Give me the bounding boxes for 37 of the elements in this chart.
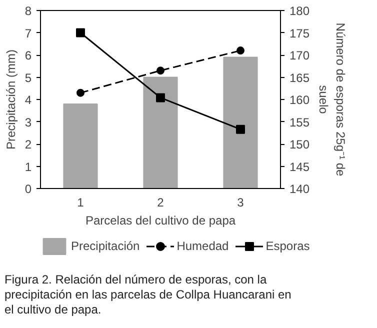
y-tick-label: 8 [24, 4, 32, 18]
y-tick-label: 2 [24, 138, 32, 152]
bar [223, 56, 258, 188]
bar [143, 76, 178, 188]
y-tick-label: 0 [24, 182, 32, 196]
y2-tick-label: 140 [290, 182, 310, 196]
legend-label: Humedad [176, 239, 229, 253]
bar [63, 103, 98, 188]
x-tick-label: 2 [157, 196, 164, 210]
point [156, 66, 164, 75]
x-axis-title: Parcelas del cultivo de papa [85, 214, 236, 228]
point [156, 93, 165, 102]
y2-tick-label: 155 [290, 115, 310, 130]
y-tick-label: 1 [24, 160, 32, 174]
point [236, 124, 245, 134]
y2-tick-label: 150 [290, 138, 310, 152]
y-tick-label: 5 [24, 70, 32, 85]
y2-tick-label: 180 [290, 4, 310, 18]
point [236, 46, 244, 55]
y2-tick-label: 175 [290, 26, 310, 40]
y-tick-label: 7 [24, 26, 32, 40]
y2-tick-label: 165 [290, 70, 310, 85]
y-tick-label: 4 [24, 93, 32, 107]
text: Figura 2. Relación del número de esporas, con la precipitación en las parcelas de Collpa Huancarani en el cultivo de papa. [4, 272, 292, 316]
y2-tick-label: 170 [290, 48, 310, 62]
y2-tick-label: 145 [290, 160, 310, 174]
y-tick-label: 6 [24, 48, 32, 62]
x-tick-label: 3 [237, 196, 244, 210]
legend-label: Precipitación [71, 239, 140, 253]
y-axis-title: Precipitación (mm) [4, 49, 18, 150]
x-tick-label: 1 [77, 196, 84, 210]
y2-tick-label: 160 [290, 93, 310, 107]
point [76, 28, 85, 38]
point [76, 88, 84, 97]
y-tick-label: 3 [24, 115, 32, 130]
legend-label: Esporas [266, 239, 310, 253]
y2-axis-title: Número de esporas 25g⁻¹ de suelo [316, 22, 348, 177]
